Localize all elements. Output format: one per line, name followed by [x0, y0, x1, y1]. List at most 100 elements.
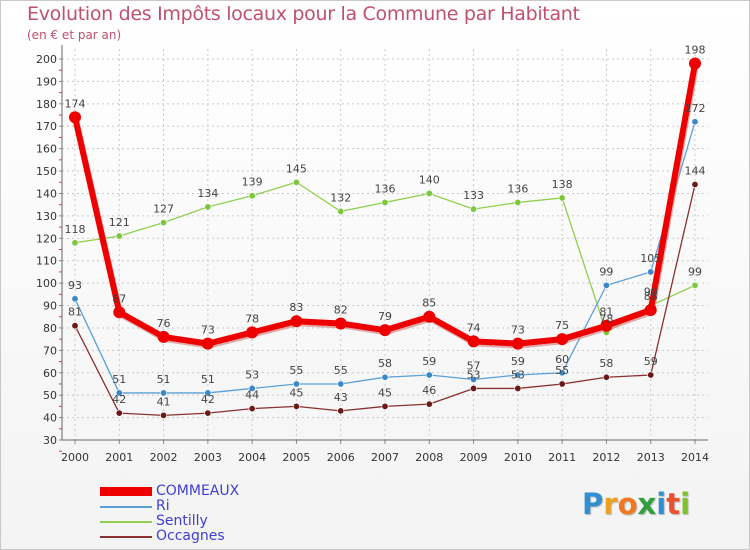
logo-letter: t: [666, 487, 681, 521]
data-label-sentilly: 139: [242, 176, 263, 189]
data-label-commeaux: 88: [644, 290, 658, 303]
data-label-sentilly: 90: [644, 286, 658, 299]
legend-swatch: [100, 487, 152, 496]
legend-swatch: [100, 521, 152, 523]
data-label-ri: 53: [245, 368, 259, 381]
data-point-occagnes: [691, 181, 699, 189]
y-tick-label: 100: [36, 277, 57, 290]
data-label-commeaux: 87: [112, 292, 126, 305]
data-point-sentilly: [292, 178, 300, 186]
data-point-commeaux: [334, 317, 347, 330]
data-point-occagnes: [204, 409, 212, 417]
y-tick-label: 130: [36, 210, 57, 223]
data-label-occagnes: 46: [422, 384, 436, 397]
data-point-sentilly: [470, 205, 478, 213]
data-label-ri: 99: [599, 265, 613, 278]
logo-letter: i: [680, 487, 691, 521]
data-label-sentilly: 140: [419, 173, 440, 186]
data-point-sentilly: [337, 207, 345, 215]
data-label-ri: 93: [68, 279, 82, 292]
data-point-occagnes: [160, 411, 168, 419]
y-tick-label: 140: [36, 187, 57, 200]
data-point-commeaux: [157, 330, 170, 343]
x-tick-label: 2011: [548, 451, 576, 464]
data-label-ri: 51: [112, 373, 126, 386]
data-point-commeaux: [600, 319, 613, 332]
data-point-occagnes: [337, 407, 345, 415]
x-tick-label: 2008: [415, 451, 443, 464]
data-point-commeaux: [290, 315, 303, 328]
data-label-occagnes: 59: [644, 355, 658, 368]
y-tick-label: 30: [43, 434, 57, 447]
data-point-ri: [204, 389, 212, 397]
data-point-ri: [558, 369, 566, 377]
data-label-occagnes: 44: [245, 389, 259, 402]
data-label-occagnes: 53: [467, 368, 481, 381]
data-point-occagnes: [425, 400, 433, 408]
data-point-sentilly: [71, 239, 79, 247]
legend-swatch: [100, 506, 152, 508]
data-label-commeaux: 198: [685, 43, 706, 56]
x-tick-label: 2007: [371, 451, 399, 464]
data-point-ri: [160, 389, 168, 397]
data-point-occagnes: [647, 371, 655, 379]
data-label-commeaux: 73: [201, 324, 215, 337]
data-point-commeaux: [511, 337, 524, 350]
data-label-ri: 172: [685, 102, 706, 115]
logo-letter: x: [637, 487, 657, 521]
data-label-commeaux: 82: [334, 303, 348, 316]
data-label-ri: 55: [289, 364, 303, 377]
data-label-occagnes: 43: [334, 391, 348, 404]
data-point-ri: [71, 295, 79, 303]
data-label-commeaux: 174: [65, 97, 86, 110]
data-label-ri: 59: [422, 355, 436, 368]
data-point-sentilly: [204, 203, 212, 211]
y-tick-label: 40: [43, 412, 57, 425]
data-label-ri: 51: [201, 373, 215, 386]
data-label-commeaux: 75: [555, 319, 569, 332]
data-label-sentilly: 136: [507, 182, 528, 195]
data-label-occagnes: 41: [157, 395, 171, 408]
y-tick-label: 160: [36, 143, 57, 156]
data-point-commeaux: [689, 57, 701, 70]
data-label-commeaux: 85: [422, 297, 436, 310]
data-point-occagnes: [292, 402, 300, 410]
data-label-sentilly: 127: [153, 203, 174, 216]
data-label-commeaux: 76: [157, 317, 171, 330]
data-point-occagnes: [71, 322, 79, 330]
data-label-sentilly: 134: [197, 187, 218, 200]
data-point-occagnes: [602, 373, 610, 381]
data-label-ri: 60: [555, 353, 569, 366]
x-tick-label: 2004: [238, 451, 266, 464]
x-tick-label: 2001: [105, 451, 133, 464]
data-label-occagnes: 55: [555, 364, 569, 377]
data-point-sentilly: [248, 192, 256, 200]
data-label-sentilly: 121: [109, 216, 130, 229]
data-label-sentilly: 118: [65, 223, 86, 236]
y-tick-label: 70: [43, 344, 57, 357]
data-point-occagnes: [558, 380, 566, 388]
data-point-ri: [514, 371, 522, 379]
data-label-occagnes: 42: [112, 393, 126, 406]
data-point-ri: [425, 371, 433, 379]
data-point-occagnes: [248, 405, 256, 413]
data-point-commeaux: [467, 335, 480, 348]
series-line-ri: [74, 121, 696, 394]
data-point-commeaux: [644, 304, 657, 317]
x-tick-label: 2012: [592, 451, 620, 464]
data-point-commeaux: [246, 326, 259, 339]
data-label-occagnes: 58: [599, 357, 613, 370]
data-point-sentilly: [115, 232, 123, 240]
data-label-sentilly: 136: [375, 182, 396, 195]
data-label-occagnes: 45: [378, 386, 392, 399]
data-point-ri: [470, 375, 478, 383]
data-label-occagnes: 144: [685, 165, 706, 178]
data-point-commeaux: [201, 337, 214, 350]
y-tick-label: 90: [43, 300, 57, 313]
y-tick-label: 180: [36, 98, 57, 111]
logo-letter: o: [617, 487, 638, 521]
data-label-occagnes: 81: [68, 306, 82, 319]
data-point-ri: [647, 268, 655, 276]
